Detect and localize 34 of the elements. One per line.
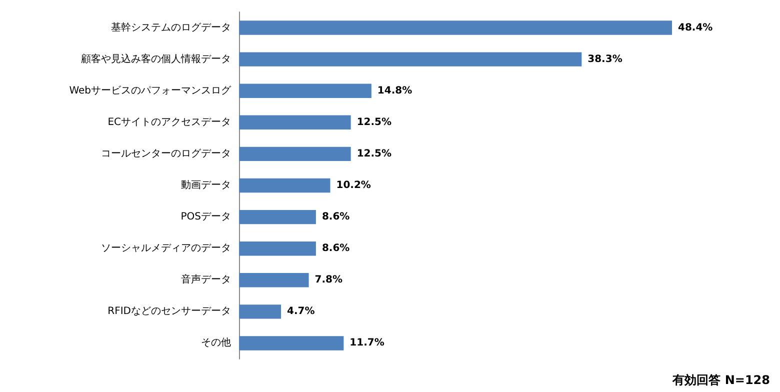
bar — [239, 336, 344, 350]
bar — [239, 146, 351, 162]
data-label: 11.7% — [350, 338, 384, 349]
data-label: 7.8% — [314, 274, 343, 286]
bar — [239, 210, 316, 224]
data-label: 48.4% — [678, 22, 713, 34]
bar — [239, 273, 309, 288]
bar — [239, 304, 282, 319]
y-tick-label: Webサービスのパフォーマンスログ — [69, 85, 232, 96]
y-tick-label: 顧客や見込み客の個人情報データ — [81, 52, 231, 65]
data-label: 12.5% — [356, 148, 392, 160]
bar — [239, 52, 582, 66]
text: 有効回答 N=128 — [672, 373, 770, 387]
data-label: 4.7% — [287, 306, 315, 318]
bar — [239, 115, 351, 130]
y-tick-label: POSデータ — [180, 212, 231, 223]
y-tick-label: ソーシャルメディアのデータ — [101, 243, 231, 254]
bar — [239, 241, 316, 256]
data-label: 38.3% — [588, 54, 622, 65]
y-tick-label: 動画データ — [181, 180, 231, 191]
bar — [239, 20, 672, 35]
bar — [239, 84, 372, 98]
y-tick-label: コールセンターのログデータ — [101, 148, 231, 160]
data-label: 12.5% — [356, 116, 392, 128]
data-label: 8.6% — [322, 212, 350, 223]
y-tick-label: 音声データ — [181, 274, 231, 286]
data-label: 8.6% — [322, 243, 350, 254]
y-tick-label: ECサイトのアクセスデータ — [108, 116, 231, 128]
bar — [239, 178, 330, 193]
y-tick-label: RFIDなどのセンサーデータ — [108, 306, 231, 318]
data-label: 10.2% — [336, 180, 371, 191]
data-label: 14.8% — [377, 85, 412, 96]
y-tick-label: その他 — [201, 336, 231, 349]
y-tick-label: 基幹システムのログデータ — [111, 21, 231, 34]
